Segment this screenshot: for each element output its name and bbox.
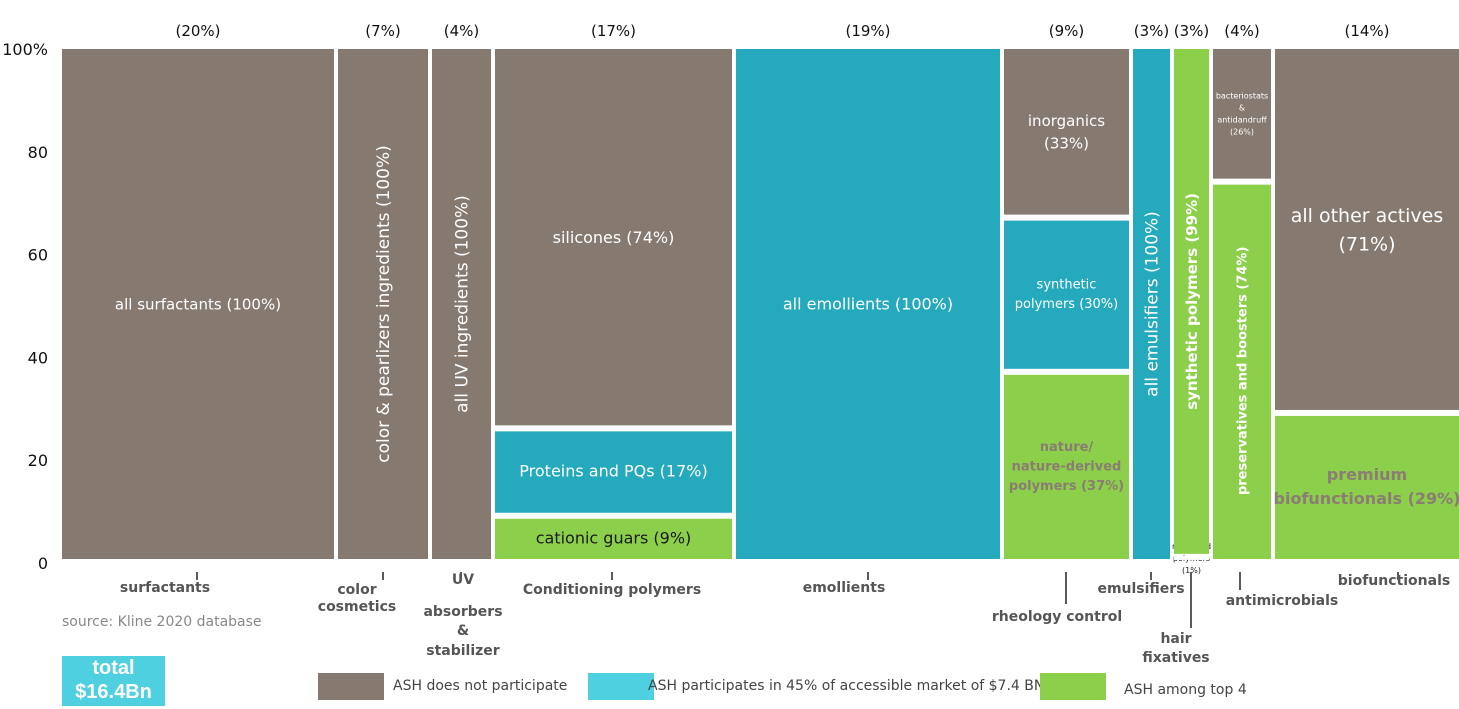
segment-bar bbox=[1213, 182, 1271, 559]
category-label: fixatives bbox=[1142, 650, 1209, 666]
column-share-label: (3%) bbox=[1134, 22, 1170, 40]
segment-bar bbox=[338, 49, 428, 559]
category-label: absorbers bbox=[423, 604, 502, 620]
segment-gap bbox=[495, 427, 732, 432]
category-label: hair bbox=[1160, 631, 1191, 647]
segment-bar bbox=[1275, 49, 1459, 410]
y-tick-label: 20 bbox=[28, 451, 48, 470]
segment-label: Proteins and PQs (17%) bbox=[519, 462, 707, 481]
segment-gap bbox=[1004, 216, 1129, 221]
segment-label: all UV ingredients (100%) bbox=[452, 195, 472, 413]
category-label: biofunctionals bbox=[1338, 573, 1450, 589]
segment-label: all emollients (100%) bbox=[783, 295, 953, 314]
legend-swatch bbox=[1040, 673, 1106, 700]
category-label: emollients bbox=[803, 580, 886, 596]
segment-gap bbox=[1174, 555, 1209, 560]
column-share-label: (4%) bbox=[444, 22, 480, 40]
segment-label: cationic guars (9%) bbox=[536, 528, 692, 547]
segment-label: premium biofunctionals (29%) bbox=[1274, 465, 1459, 508]
category-label: surfactants bbox=[120, 580, 210, 596]
segment-label: inorganics (33%) bbox=[1028, 112, 1105, 153]
column-share-label: (19%) bbox=[845, 22, 890, 40]
segment-label: synthetic polymers (30%) bbox=[1015, 278, 1118, 313]
segment-label: nature/nature-derived polymers (37%) bbox=[1009, 440, 1124, 494]
y-tick-label: 80 bbox=[28, 143, 48, 162]
segment-bar bbox=[432, 49, 491, 559]
segment-bar bbox=[495, 429, 732, 513]
total-value: $16.4Bn bbox=[75, 681, 152, 703]
segment-label: silicones (74%) bbox=[553, 228, 675, 247]
segment-bar bbox=[1133, 49, 1170, 559]
segment-bar bbox=[495, 49, 732, 426]
segment-gap bbox=[1004, 370, 1129, 375]
legend-label: ASH participates in 45% of accessible ma… bbox=[648, 678, 1045, 694]
category-label: cosmetics bbox=[318, 599, 396, 615]
source-note: source: Kline 2020 database bbox=[62, 614, 262, 630]
column-share-label: (20%) bbox=[175, 22, 220, 40]
column-share-label: (17%) bbox=[591, 22, 636, 40]
column-share-label: (9%) bbox=[1049, 22, 1085, 40]
legend-swatch bbox=[588, 673, 654, 700]
segment-bar bbox=[1213, 49, 1271, 179]
segment-bar bbox=[736, 49, 1000, 559]
segment-bar bbox=[1174, 49, 1209, 554]
segment-label: preservatives and boosters (74%) bbox=[1236, 247, 1251, 495]
legend-label: ASH does not participate bbox=[393, 678, 568, 694]
legend-label: ASH among top 4 bbox=[1124, 682, 1247, 698]
segment-bar bbox=[1004, 49, 1129, 215]
y-tick-label: 40 bbox=[28, 348, 48, 367]
segment-gap bbox=[1275, 411, 1459, 416]
y-tick-label: 0 bbox=[38, 554, 48, 573]
category-label: & bbox=[457, 623, 469, 639]
segment-label: synthetic polymers (99%) bbox=[1183, 193, 1201, 410]
segment-label: all surfactants (100%) bbox=[115, 295, 281, 313]
segment-label: all other actives (71%) bbox=[1291, 205, 1444, 256]
segment-bar bbox=[1004, 218, 1129, 369]
category-label: stabilizer bbox=[426, 643, 500, 659]
segment-label: color & pearlizers ingredients (100%) bbox=[374, 145, 394, 463]
segment-bar bbox=[1275, 413, 1459, 559]
category-label: antimicrobials bbox=[1226, 593, 1339, 609]
segment-gap bbox=[495, 514, 732, 519]
segment-gap bbox=[1213, 180, 1271, 185]
segment-label: bacteriostats & antidandruff (26%) bbox=[1216, 92, 1268, 137]
segment-bar bbox=[62, 49, 334, 559]
segment-label: all emulsifiers (100%) bbox=[1142, 211, 1162, 397]
column-share-label: (14%) bbox=[1344, 22, 1389, 40]
category-label: emulsifiers bbox=[1097, 581, 1184, 597]
segment-bar bbox=[495, 516, 732, 559]
category-label: Conditioning polymers bbox=[523, 582, 701, 598]
total-badge: total $16.4Bn bbox=[62, 656, 165, 706]
column-share-label: (4%) bbox=[1224, 22, 1260, 40]
legend-swatch bbox=[318, 673, 384, 700]
category-label: color bbox=[337, 582, 376, 598]
segment-bar bbox=[1004, 372, 1129, 559]
y-tick-label: 60 bbox=[28, 246, 48, 265]
category-label: rheology control bbox=[992, 609, 1122, 625]
column-share-label: (7%) bbox=[365, 22, 401, 40]
column-share-label: (3%) bbox=[1174, 22, 1210, 40]
y-tick-label: 100% bbox=[2, 40, 48, 59]
category-label: UV bbox=[452, 572, 474, 588]
total-label: total bbox=[92, 657, 135, 679]
